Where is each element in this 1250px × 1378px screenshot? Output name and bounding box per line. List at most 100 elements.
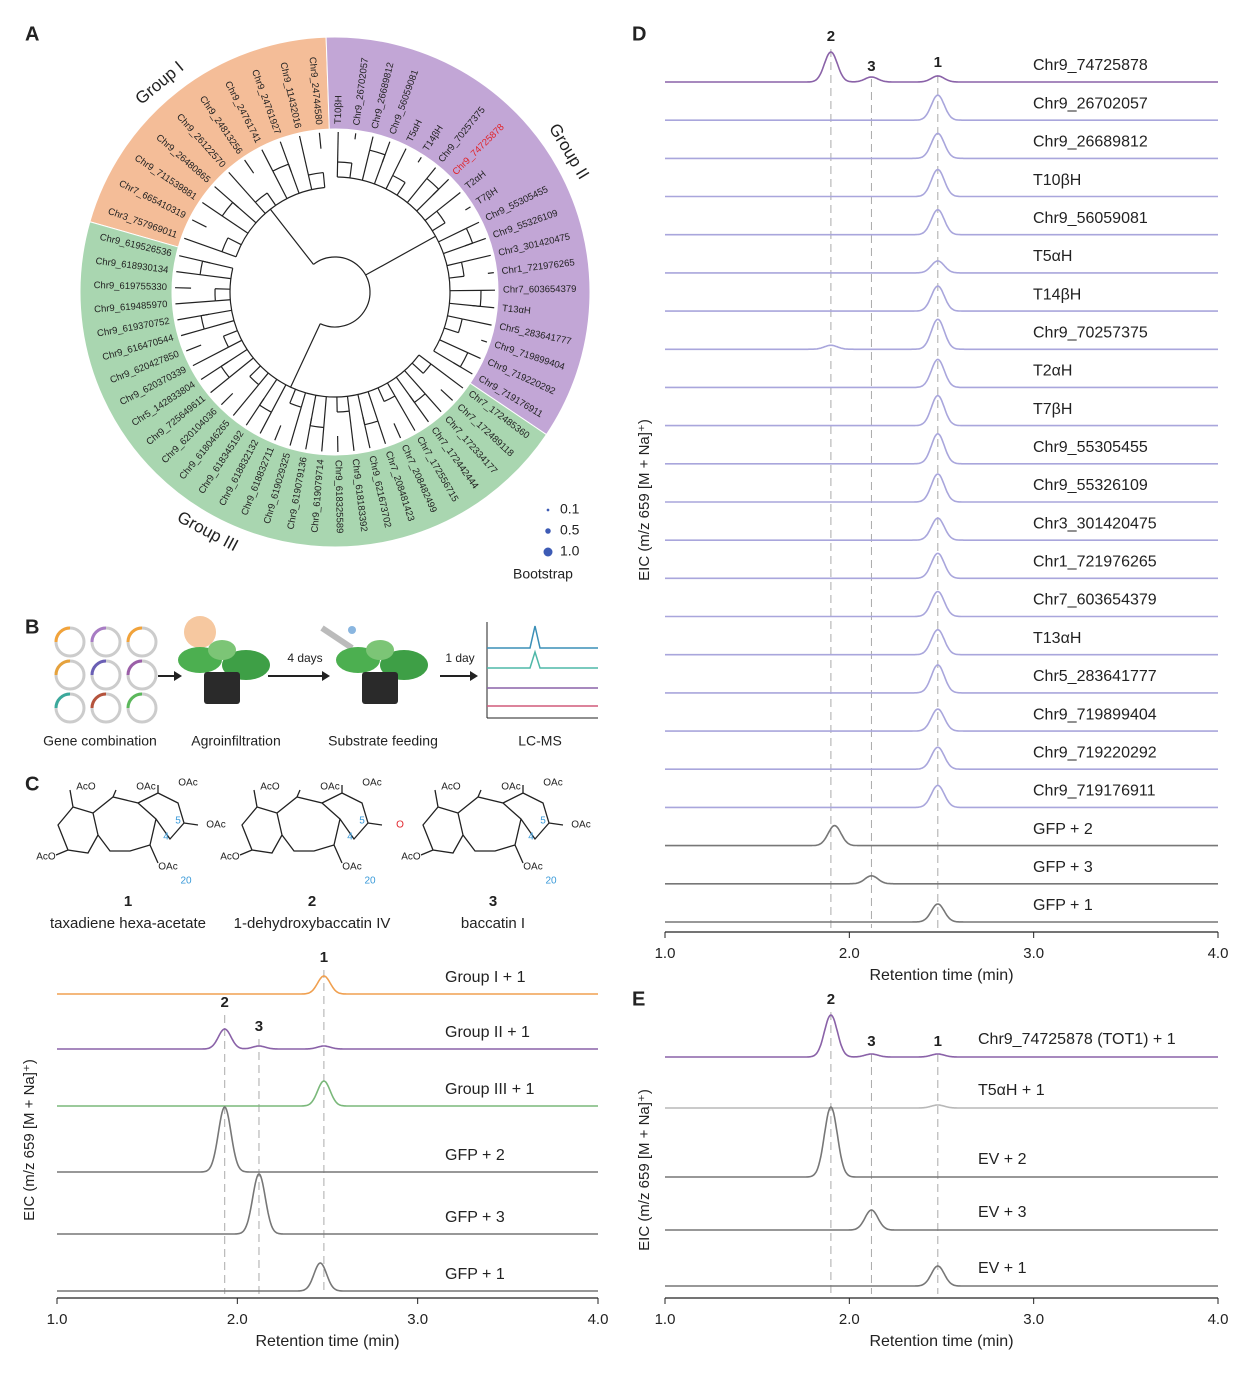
syringe xyxy=(320,625,354,651)
legend-label: 0.5 xyxy=(560,522,580,538)
branch xyxy=(354,133,357,140)
branch xyxy=(245,398,265,426)
workflow-step: Agroinfiltration xyxy=(191,733,281,749)
marker-label: 1 xyxy=(934,54,942,71)
branch xyxy=(367,391,379,422)
pot xyxy=(204,672,240,704)
structure xyxy=(55,785,199,864)
structure xyxy=(420,785,564,864)
legend-label: 1.0 xyxy=(560,543,580,559)
marker-label: 3 xyxy=(255,1018,263,1035)
branch xyxy=(472,304,495,309)
branch xyxy=(449,275,465,279)
branch xyxy=(272,170,288,199)
branch xyxy=(465,206,471,211)
trace xyxy=(57,1028,598,1050)
branch xyxy=(210,377,230,394)
branch xyxy=(381,141,391,163)
branch xyxy=(215,299,231,302)
arrow-head xyxy=(470,671,478,681)
panel-label: C xyxy=(25,773,39,795)
branch xyxy=(249,365,261,377)
atom-label: AcO xyxy=(441,782,461,793)
trace xyxy=(665,432,1218,465)
plasmid-gene xyxy=(54,626,71,643)
branch xyxy=(289,406,302,446)
branch xyxy=(424,393,442,413)
branch xyxy=(457,318,463,333)
atom-label: AcO xyxy=(401,852,421,863)
legend-label: 0.1 xyxy=(560,501,580,517)
plasmid-gene xyxy=(90,626,107,643)
atom-label: 4 xyxy=(347,832,353,843)
branch xyxy=(200,361,229,381)
branch xyxy=(318,132,322,149)
branch xyxy=(254,201,266,214)
atom-label: O xyxy=(396,820,404,831)
trace xyxy=(665,394,1218,427)
branch xyxy=(227,237,242,246)
branch xyxy=(466,221,480,229)
plasmid-gene xyxy=(90,659,107,676)
y-axis-title: EIC (m/z 659 [M + Na]⁺) xyxy=(636,1089,653,1251)
branch xyxy=(313,256,371,328)
branch xyxy=(444,327,459,334)
atom-label: 5 xyxy=(359,816,365,827)
branch xyxy=(222,335,229,348)
branch xyxy=(467,352,481,360)
atom-label: 4 xyxy=(528,832,534,843)
atom-label: 20 xyxy=(545,876,557,887)
atom-label: OAc xyxy=(342,862,361,873)
marker-label: 3 xyxy=(867,1033,875,1050)
branch xyxy=(377,420,387,445)
plasmid-gene xyxy=(126,626,143,643)
branch xyxy=(426,167,437,179)
trace-label: Chr9_719176911 xyxy=(1033,783,1156,800)
branch xyxy=(436,210,446,224)
plasmid-gene xyxy=(126,692,143,709)
branch xyxy=(269,208,314,265)
branch xyxy=(279,141,292,172)
x-axis-title: Retention time (min) xyxy=(869,967,1013,984)
trace xyxy=(665,168,1218,198)
trace-label: GFP + 2 xyxy=(445,1147,505,1164)
marker-label: 1 xyxy=(934,1033,942,1050)
plasmid-gene xyxy=(54,659,71,676)
arrow-head xyxy=(174,671,182,681)
trace xyxy=(665,590,1218,618)
branch xyxy=(274,425,282,441)
branch xyxy=(392,148,407,176)
atom-label: AcO xyxy=(36,852,56,863)
structure xyxy=(239,785,383,864)
leaf-label: T10βH xyxy=(333,95,345,124)
branch xyxy=(394,395,416,431)
trace-label: Chr9_719899404 xyxy=(1033,706,1157,723)
branch xyxy=(464,237,486,247)
trace-label: EV + 1 xyxy=(978,1260,1027,1277)
lcms-trace xyxy=(487,649,598,669)
trace-label: Chr1_721976265 xyxy=(1033,554,1157,571)
trace-label: GFP + 1 xyxy=(445,1266,505,1283)
atom-label: OAc xyxy=(206,820,225,831)
branch xyxy=(462,318,492,326)
trace xyxy=(665,903,1218,923)
trace-label: Group III + 1 xyxy=(445,1081,534,1098)
leaf xyxy=(366,640,394,660)
x-tick-label: 4.0 xyxy=(1208,945,1229,962)
trace xyxy=(665,664,1218,694)
branch xyxy=(180,328,205,337)
branch xyxy=(298,135,309,176)
x-tick-label: 3.0 xyxy=(1023,1311,1044,1328)
trace xyxy=(57,1080,598,1107)
trace xyxy=(665,784,1218,809)
branch xyxy=(461,254,491,263)
branch xyxy=(202,202,223,217)
marker-label: 3 xyxy=(867,58,875,75)
trace xyxy=(57,1262,598,1292)
branch xyxy=(261,149,274,172)
branch xyxy=(186,344,202,352)
x-tick-label: 2.0 xyxy=(839,1311,860,1328)
substrate xyxy=(348,626,356,634)
trace-label: Chr7_603654379 xyxy=(1033,592,1157,609)
workflow-step: LC-MS xyxy=(518,733,562,749)
